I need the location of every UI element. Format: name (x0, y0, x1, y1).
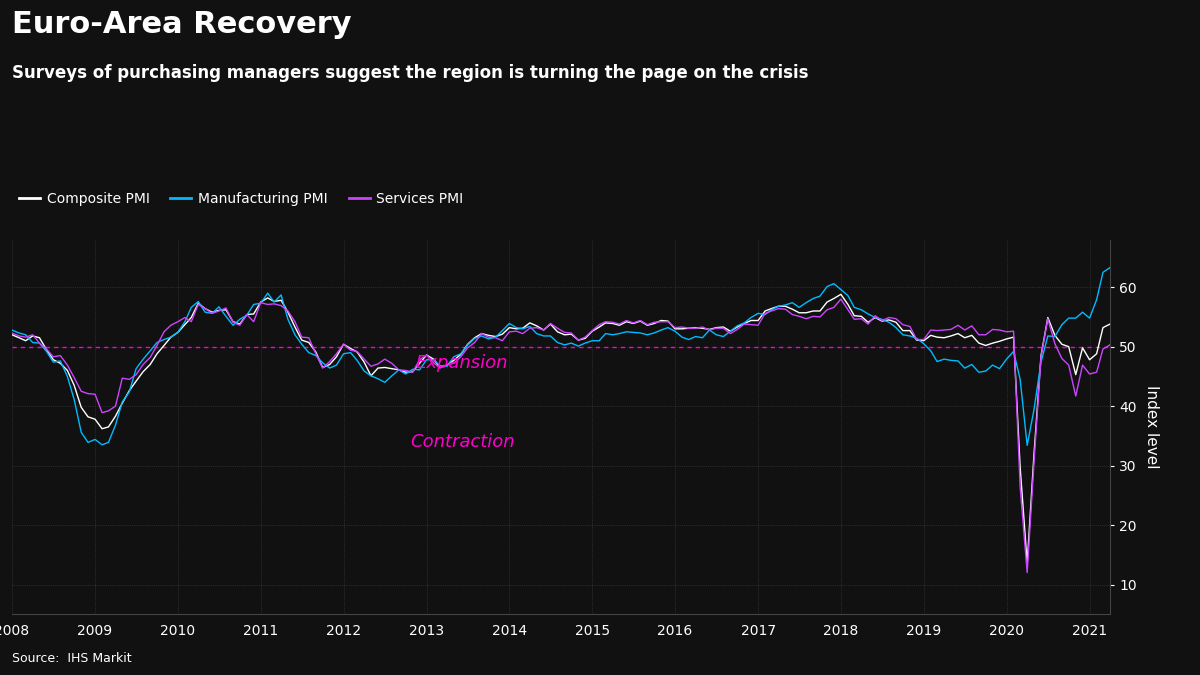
Text: Expansion: Expansion (416, 354, 509, 372)
Text: Euro-Area Recovery: Euro-Area Recovery (12, 10, 352, 39)
Legend: Composite PMI, Manufacturing PMI, Services PMI: Composite PMI, Manufacturing PMI, Servic… (19, 192, 463, 207)
Text: Contraction: Contraction (410, 433, 515, 451)
Y-axis label: Index level: Index level (1144, 385, 1159, 468)
Text: Surveys of purchasing managers suggest the region is turning the page on the cri: Surveys of purchasing managers suggest t… (12, 64, 809, 82)
Text: Source:  IHS Markit: Source: IHS Markit (12, 652, 132, 665)
